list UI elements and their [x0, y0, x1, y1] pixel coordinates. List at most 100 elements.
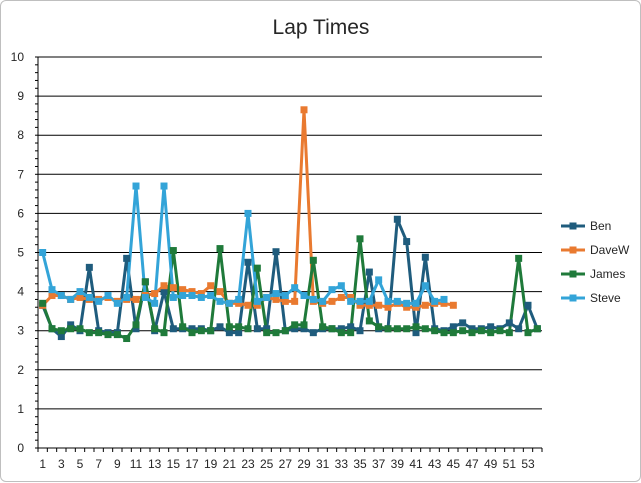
data-point-james: [515, 254, 523, 262]
data-point-steve: [48, 286, 56, 294]
data-point-james: [393, 325, 401, 333]
data-point-davew: [347, 293, 355, 301]
data-point-james: [505, 329, 513, 337]
y-tick-label: 1: [17, 402, 24, 416]
y-tick-label: 10: [11, 50, 25, 64]
data-point-ben: [169, 325, 177, 333]
data-point-davew: [235, 299, 243, 307]
legend-label-davew: DaveW: [590, 243, 630, 257]
data-point-james: [179, 323, 187, 331]
data-point-davew: [160, 282, 168, 290]
data-point-james: [328, 325, 336, 333]
data-point-steve: [347, 297, 355, 305]
data-point-ben: [356, 327, 364, 335]
data-point-davew: [356, 301, 364, 309]
data-point-davew: [365, 301, 373, 309]
data-point-james: [319, 323, 327, 331]
data-point-ben: [272, 248, 280, 256]
y-tick-label: 7: [17, 167, 24, 181]
data-point-steve: [253, 297, 261, 305]
data-point-james: [412, 323, 420, 331]
x-tick-label: 27: [279, 457, 293, 471]
data-point-james: [468, 329, 476, 337]
data-point-james: [57, 327, 65, 335]
data-point-steve: [421, 282, 429, 290]
data-point-james: [431, 327, 439, 335]
x-tick-label: 49: [484, 457, 498, 471]
data-point-steve: [67, 295, 75, 303]
data-point-james: [113, 331, 121, 339]
data-point-steve: [356, 297, 364, 305]
x-tick-label: 9: [114, 457, 121, 471]
data-point-steve: [95, 297, 103, 305]
x-tick-label: 31: [316, 457, 330, 471]
data-point-ben: [291, 325, 299, 333]
x-tick-label: 43: [428, 457, 442, 471]
data-point-steve: [403, 299, 411, 307]
data-point-davew: [216, 288, 224, 296]
data-point-steve: [188, 292, 196, 300]
data-point-steve: [431, 297, 439, 305]
x-tick-label: 17: [185, 457, 199, 471]
legend-label-ben: Ben: [590, 219, 611, 233]
data-point-steve: [263, 293, 271, 301]
y-tick-label: 5: [17, 246, 24, 260]
data-point-ben: [421, 253, 429, 261]
data-point-james: [281, 327, 289, 335]
data-point-james: [533, 325, 541, 333]
data-point-davew: [179, 286, 187, 294]
data-point-james: [169, 247, 177, 255]
data-point-steve: [169, 293, 177, 301]
data-point-james: [347, 329, 355, 337]
data-point-ben: [225, 329, 233, 337]
x-tick-label: 45: [447, 457, 461, 471]
x-tick-label: 1: [39, 457, 46, 471]
data-point-ben: [216, 323, 224, 331]
data-point-james: [197, 327, 205, 335]
x-tick-label: 25: [260, 457, 274, 471]
data-point-davew: [449, 301, 457, 309]
legend-marker-steve: [569, 294, 577, 302]
data-point-ben: [403, 238, 411, 246]
data-point-steve: [197, 293, 205, 301]
data-point-steve: [141, 293, 149, 301]
data-point-steve: [393, 297, 401, 305]
data-point-steve: [440, 295, 448, 303]
y-tick-label: 2: [17, 363, 24, 377]
data-point-james: [421, 325, 429, 333]
data-point-ben: [57, 333, 65, 341]
data-point-steve: [328, 286, 336, 294]
data-point-steve: [76, 288, 84, 296]
x-tick-label: 41: [409, 457, 423, 471]
data-point-davew: [412, 303, 420, 311]
data-point-james: [39, 299, 47, 307]
data-point-steve: [216, 297, 224, 305]
data-point-steve: [132, 182, 140, 190]
data-point-steve: [291, 284, 299, 292]
data-point-steve: [281, 292, 289, 300]
data-point-ben: [123, 254, 131, 262]
data-point-steve: [151, 299, 159, 307]
data-point-ben: [412, 329, 420, 337]
series-line-steve: [41, 184, 446, 305]
data-point-steve: [365, 297, 373, 305]
gridlines: [38, 56, 542, 449]
data-point-davew: [197, 290, 205, 298]
x-tick-label: 7: [95, 457, 102, 471]
data-point-james: [403, 325, 411, 333]
data-point-steve: [104, 292, 112, 300]
data-point-ben: [337, 325, 345, 333]
data-point-james: [375, 323, 383, 331]
data-point-steve: [244, 209, 252, 217]
data-point-davew: [169, 284, 177, 292]
data-point-james: [123, 335, 131, 343]
data-point-james: [104, 331, 112, 339]
legend-label-steve: Steve: [590, 291, 621, 305]
data-point-steve: [300, 292, 308, 300]
data-point-james: [496, 327, 504, 335]
data-point-steve: [225, 299, 233, 307]
legend-marker-james: [569, 270, 577, 278]
data-point-james: [300, 321, 308, 329]
data-point-steve: [272, 290, 280, 298]
x-tick-label: 15: [167, 457, 181, 471]
